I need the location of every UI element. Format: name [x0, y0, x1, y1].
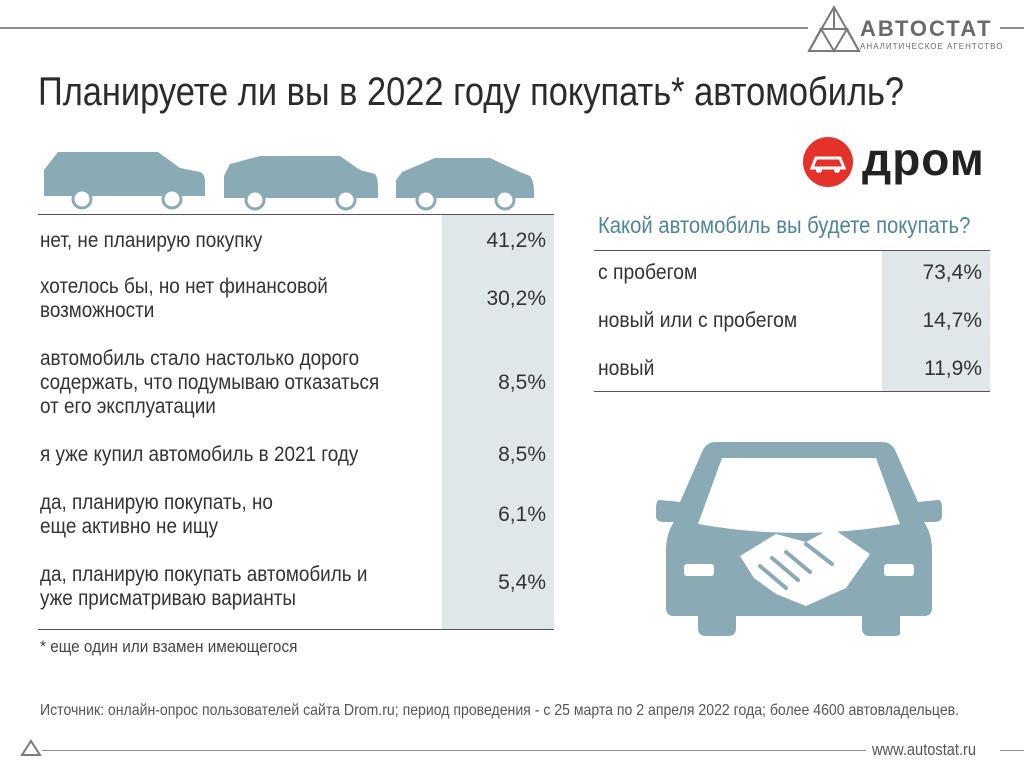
car-handshake-icon	[656, 442, 942, 636]
brand-subtitle: АНАЛИТИЧЕСКОЕ АГЕНТСТВО	[860, 42, 1004, 51]
row-value: 8,5%	[498, 371, 546, 394]
row-label: хотелось бы, но нет финансовой возможнос…	[40, 275, 328, 322]
value-column-shade	[442, 215, 554, 629]
car-type-title: Какой автомобиль вы будете покупать?	[598, 212, 971, 238]
row-label: автомобиль стало настолько дорого содерж…	[40, 347, 380, 418]
row-label: с пробегом	[598, 261, 698, 284]
car-type-table: с пробегом 73,4% новый или с пробегом 14…	[594, 250, 990, 392]
row-label: да, планирую покупать, но еще активно не…	[40, 491, 273, 538]
drom-logo-icon	[803, 137, 853, 187]
row-value: 30,2%	[486, 287, 546, 310]
row-value: 73,4%	[922, 261, 982, 284]
value-column-shade	[882, 251, 990, 391]
row-label: нет, не планирую покупку	[40, 229, 263, 252]
triangle-icon	[20, 739, 42, 756]
source-note: Источник: онлайн-опрос пользователей сай…	[40, 702, 960, 719]
sedan-icon	[224, 156, 378, 198]
car-silhouettes-icon	[44, 152, 534, 211]
row-value: 6,1%	[498, 503, 546, 526]
plans-table: нет, не планирую покупку 41,2% хотелось …	[38, 214, 554, 630]
row-label: я уже купил автомобиль в 2021 году	[40, 443, 359, 466]
footer-rule	[42, 750, 866, 751]
page-title: Планируете ли вы в 2022 году покупать* а…	[38, 70, 905, 114]
row-label: новый или с пробегом	[598, 309, 798, 332]
coupe-icon	[396, 158, 534, 198]
row-label: да, планирую покупать автомобиль и уже п…	[40, 563, 368, 610]
brand-name: АВТОСТАТ	[860, 16, 993, 41]
partner-name: дром	[862, 133, 985, 185]
row-value: 41,2%	[486, 229, 546, 252]
row-value: 11,9%	[924, 357, 982, 380]
footnote: * еще один или взамен имеющегося	[40, 637, 298, 656]
row-value: 8,5%	[498, 443, 546, 466]
row-value: 5,4%	[498, 571, 546, 594]
row-label: новый	[598, 357, 655, 380]
website-link[interactable]: www.autostat.ru	[872, 740, 977, 759]
autostat-logo-icon	[807, 4, 861, 53]
footer-rule-right	[1000, 750, 1024, 751]
header-rule	[0, 27, 808, 29]
header-rule-right	[1000, 27, 1024, 29]
row-value: 14,7%	[922, 309, 982, 332]
suv-icon	[44, 152, 205, 196]
